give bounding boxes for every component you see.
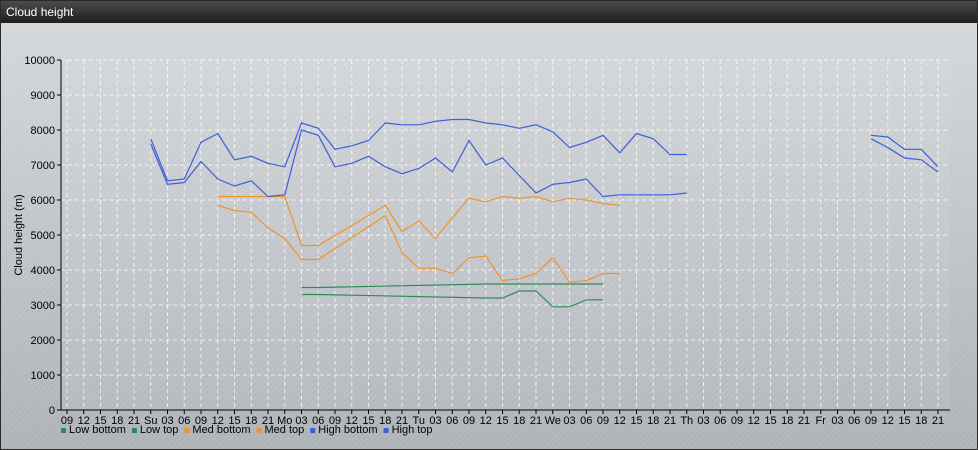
x-tick-label: 15: [362, 415, 374, 427]
x-tick-label: 18: [111, 415, 123, 427]
x-tick-label: 03: [429, 415, 441, 427]
x-tick-label: 03: [161, 415, 173, 427]
series-line-high-top: [150, 118, 939, 182]
x-tick-label: 18: [245, 415, 257, 427]
y-tick-label: 2000: [31, 335, 55, 347]
y-tick-label: 6000: [31, 195, 55, 207]
y-tick-label: 8000: [31, 125, 55, 137]
y-tick-label: 9000: [31, 90, 55, 102]
legend-swatch: [184, 428, 190, 433]
x-tick-label: Fr: [816, 415, 827, 427]
x-tick-label: 09: [865, 415, 877, 427]
series-line-high-bottom: [150, 129, 939, 198]
plot-background: [1, 23, 977, 449]
x-tick-label: 06: [848, 415, 860, 427]
x-tick-label: 03: [295, 415, 307, 427]
legend-swatch: [61, 428, 66, 433]
y-tick-label: 7000: [31, 160, 55, 172]
x-tick-label: 12: [748, 415, 760, 427]
x-tick-label: 15: [764, 415, 776, 427]
x-tick-label: We: [545, 415, 561, 427]
legend-swatch: [131, 428, 137, 433]
x-tick-label: 06: [714, 415, 726, 427]
y-tick-label: 1000: [31, 370, 55, 382]
x-tick-label: 15: [228, 415, 240, 427]
x-tick-label: 21: [530, 415, 542, 427]
x-tick-label: Tu: [413, 415, 425, 427]
x-tick-label: Th: [680, 415, 693, 427]
x-tick-label: 09: [463, 415, 475, 427]
x-tick-label: 06: [312, 415, 324, 427]
x-tick-label: 03: [697, 415, 709, 427]
x-tick-label: 06: [178, 415, 190, 427]
x-tick-label: 18: [781, 415, 793, 427]
x-tick-label: 12: [346, 415, 358, 427]
x-tick-label: Mo: [277, 415, 292, 427]
legend-swatch: [383, 428, 389, 433]
x-tick-label: 12: [480, 415, 492, 427]
x-tick-label: 06: [580, 415, 592, 427]
legend-label: Med bottom: [192, 424, 250, 436]
y-axis-title: Cloud height (m): [13, 194, 25, 275]
x-tick-label: Su: [144, 415, 157, 427]
y-tick-label: 5000: [31, 230, 55, 242]
legend-swatch: [310, 428, 316, 433]
x-tick-label: 12: [614, 415, 626, 427]
x-tick-label: 15: [496, 415, 508, 427]
legend-label: Low top: [140, 424, 179, 436]
x-tick-label: 21: [932, 415, 944, 427]
x-tick-label: 12: [882, 415, 894, 427]
legend-label: Low bottom: [69, 424, 126, 436]
x-tick-label: 18: [647, 415, 659, 427]
window-title: Cloud height: [1, 1, 977, 23]
series-line-low-bottom: [301, 290, 603, 308]
y-tick-label: 0: [49, 405, 55, 417]
x-tick-label: 18: [513, 415, 525, 427]
legend-label: High top: [392, 424, 433, 436]
x-tick-label: 09: [597, 415, 609, 427]
x-tick-label: 06: [446, 415, 458, 427]
x-tick-label: 03: [563, 415, 575, 427]
legend-label: High bottom: [318, 424, 377, 436]
y-tick-label: 4000: [31, 265, 55, 277]
x-tick-label: 03: [831, 415, 843, 427]
x-tick-label: 15: [94, 415, 106, 427]
y-tick-label: 10000: [24, 55, 55, 67]
x-tick-label: 18: [915, 415, 927, 427]
x-tick-label: 21: [798, 415, 810, 427]
x-tick-label: 21: [128, 415, 140, 427]
x-tick-label: 15: [630, 415, 642, 427]
series-line-low-top: [301, 283, 603, 289]
legend-swatch: [256, 428, 262, 433]
x-tick-label: 09: [329, 415, 341, 427]
x-tick-label: 09: [61, 415, 73, 427]
x-tick-label: 15: [898, 415, 910, 427]
x-tick-label: 09: [731, 415, 743, 427]
y-tick-label: 3000: [31, 300, 55, 312]
x-tick-label: 18: [379, 415, 391, 427]
series-line-med-top: [217, 195, 620, 247]
x-tick-label: 12: [78, 415, 90, 427]
series-line-med-bottom: [217, 204, 620, 283]
x-tick-label: 21: [664, 415, 676, 427]
x-tick-label: 21: [262, 415, 274, 427]
x-tick-label: 09: [195, 415, 207, 427]
x-tick-label: 12: [212, 415, 224, 427]
x-tick-label: 21: [396, 415, 408, 427]
legend-label: Med top: [265, 424, 305, 436]
